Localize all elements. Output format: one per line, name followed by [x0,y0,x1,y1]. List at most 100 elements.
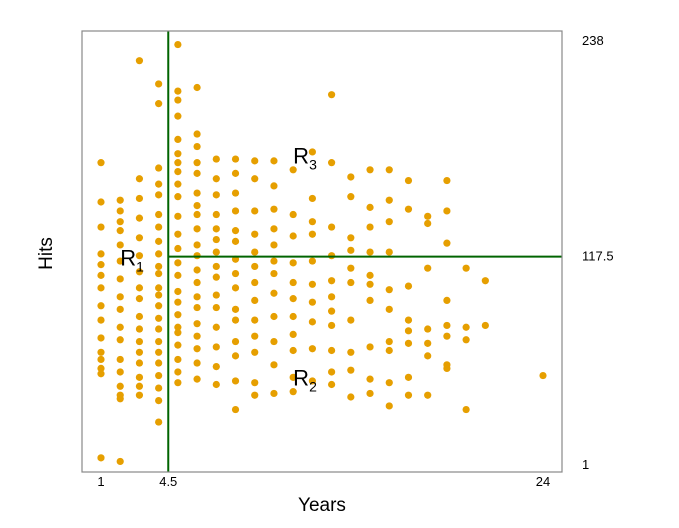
data-point [385,218,393,226]
data-point [404,176,413,185]
plot-frame [81,30,563,473]
data-point [366,375,374,383]
data-point [270,289,278,297]
data-point [231,155,240,163]
data-point [116,227,124,235]
data-point [347,264,355,272]
data-point [385,196,393,204]
data-point [97,348,105,356]
data-point [328,293,336,301]
data-point [251,175,259,183]
data-point [174,87,182,95]
data-point [270,269,278,278]
y-tick-label: 1 [582,457,589,472]
data-point [443,176,451,185]
data-point [212,235,220,244]
data-point [135,325,144,333]
data-point [97,370,105,378]
data-point [155,371,163,380]
data-point [116,275,124,283]
data-point [385,305,393,313]
data-point [155,269,163,278]
data-point [135,175,144,183]
data-point [174,368,182,376]
data-point [155,262,163,271]
data-point [116,196,124,204]
data-point [116,207,124,215]
data-point [328,223,336,231]
data-point [212,291,220,299]
data-point [97,261,105,269]
data-point [270,312,278,321]
data-point [97,284,105,292]
data-point [289,330,297,339]
data-point [174,96,182,104]
data-point [289,295,297,303]
data-point [385,346,393,355]
data-point [231,352,240,360]
data-point [174,259,182,267]
data-point [116,293,124,301]
data-point [270,257,278,265]
data-point [462,336,470,344]
data-point [174,323,182,331]
data-point [385,248,393,256]
data-point [308,257,316,265]
data-point [135,57,144,65]
data-point [212,303,220,312]
data-point [193,278,201,287]
data-point [308,148,316,156]
data-point [193,375,201,383]
data-point [385,379,393,387]
data-point [366,389,374,398]
data-point [193,159,201,167]
data-point [155,164,163,172]
data-point [539,371,547,380]
data-point [97,198,105,206]
data-point [116,382,124,390]
data-point [251,379,259,387]
data-point [251,262,259,271]
data-point [193,210,201,219]
data-point [347,234,355,242]
data-point [347,278,355,287]
data-point [404,327,413,335]
data-point [308,218,316,226]
data-point [135,194,144,203]
data-point [251,391,259,399]
data-point [135,391,144,399]
x-tick-label: 4.5 [159,474,177,489]
data-point [135,359,144,367]
data-point [97,250,105,258]
data-point [174,271,182,279]
data-point [155,180,163,188]
data-point [193,201,201,210]
data-point [155,418,163,426]
data-point [193,345,201,353]
data-point [270,182,278,190]
data-point [366,248,374,256]
data-point [212,155,220,163]
data-point [155,100,163,108]
data-point [174,150,182,158]
data-points [97,40,547,466]
data-point [366,271,374,279]
data-point [270,361,278,369]
data-point [251,348,259,356]
x-axis-ticks: 1 4.5 24 [97,474,550,489]
data-point [174,180,182,188]
data-point [135,312,144,321]
data-point [366,343,374,351]
data-point [155,348,163,356]
data-point [385,286,393,294]
data-point [385,402,393,410]
data-point [443,321,451,330]
data-point [347,193,355,201]
data-point [404,316,413,324]
data-point [174,244,182,253]
data-point [97,159,105,167]
data-point [174,355,182,364]
data-point [193,359,201,367]
data-point [289,166,297,174]
data-point [366,223,374,231]
